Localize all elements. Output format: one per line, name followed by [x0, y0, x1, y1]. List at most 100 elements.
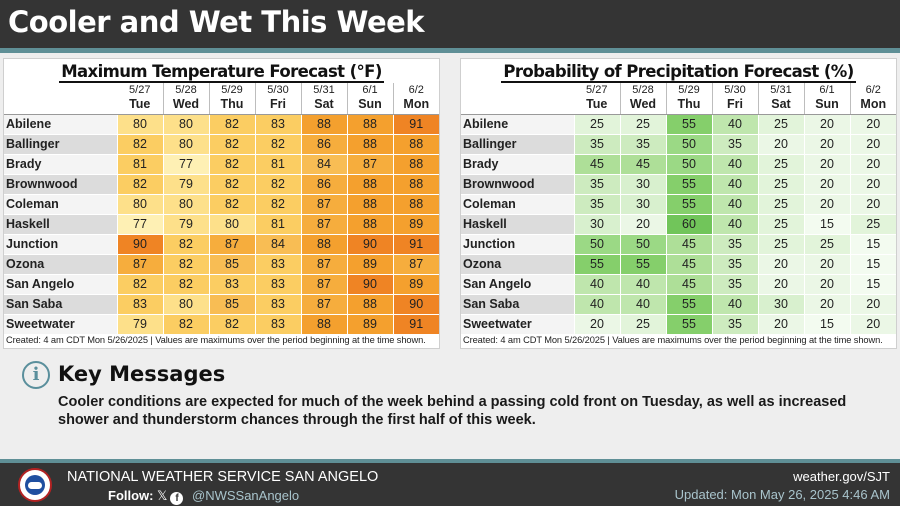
value-cell: 60: [665, 214, 712, 235]
value-cell: 55: [665, 314, 712, 335]
value-cell: 83: [254, 314, 301, 335]
value-cell: 20: [849, 114, 896, 135]
value-cell: 55: [665, 114, 712, 135]
value-cell: 35: [711, 314, 758, 335]
value-cell: 15: [849, 274, 896, 295]
value-cell: 50: [619, 234, 666, 255]
value-cell: 20: [757, 134, 804, 155]
location-name: Haskell: [461, 214, 574, 235]
value-cell: 88: [300, 314, 347, 335]
value-cell: 20: [803, 114, 850, 135]
table-row: Brownwood 82 79 82 82 86 88 88: [4, 174, 439, 195]
value-cell: 88: [346, 194, 393, 215]
value-cell: 88: [346, 294, 393, 315]
x-icon[interactable]: 𝕏: [157, 488, 168, 503]
day-header: Fri: [711, 97, 758, 115]
value-cell: 20: [849, 194, 896, 215]
date-header: 6/1: [803, 83, 850, 97]
location-name: Ballinger: [461, 134, 574, 155]
date-header: 5/28: [619, 83, 666, 97]
value-cell: 35: [573, 194, 620, 215]
value-cell: 88: [346, 134, 393, 155]
value-cell: 79: [116, 314, 163, 335]
location-name: Brady: [461, 154, 574, 175]
day-header: Sun: [803, 97, 850, 115]
value-cell: 30: [573, 214, 620, 235]
location-name: Junction: [4, 234, 117, 255]
value-cell: 80: [208, 214, 255, 235]
date-header: 6/2: [392, 83, 439, 97]
value-cell: 83: [254, 274, 301, 295]
value-cell: 20: [803, 294, 850, 315]
value-cell: 80: [162, 294, 209, 315]
header-accent-stripe: [0, 48, 900, 53]
value-cell: 82: [162, 234, 209, 255]
day-header: Sat: [757, 97, 804, 115]
date-header: 5/31: [757, 83, 804, 97]
table-row: Brady 81 77 82 81 84 87 88: [4, 154, 439, 175]
temperature-table-title: Maximum Temperature Forecast (°F): [59, 62, 384, 83]
value-cell: 87: [300, 254, 347, 275]
table-row: Haskell 77 79 80 81 87 88 89: [4, 214, 439, 235]
temperature-table: 5/27 5/28 5/29 5/30 5/31 6/1 6/2 Tue Wed Thu Fri Sa…: [4, 83, 439, 335]
value-cell: 20: [803, 254, 850, 275]
day-header: Wed: [162, 97, 209, 115]
value-cell: 77: [162, 154, 209, 175]
value-cell: 25: [757, 214, 804, 235]
value-cell: 35: [711, 254, 758, 275]
website-link[interactable]: weather.gov/SJT: [793, 469, 890, 484]
table-row: Ozona 55 55 45 35 20 20 15: [461, 254, 896, 275]
social-handle[interactable]: @NWSSanAngelo: [192, 488, 300, 503]
header-spacer: [461, 83, 574, 97]
value-cell: 55: [665, 174, 712, 195]
location-name: Brady: [4, 154, 117, 175]
value-cell: 86: [300, 174, 347, 195]
table-row: San Saba 83 80 85 83 87 88 90: [4, 294, 439, 315]
location-name: San Angelo: [4, 274, 117, 295]
location-name: Ozona: [461, 254, 574, 275]
value-cell: 88: [346, 114, 393, 135]
day-header: Thu: [208, 97, 255, 115]
value-cell: 82: [254, 194, 301, 215]
value-cell: 86: [300, 134, 347, 155]
value-cell: 90: [346, 274, 393, 295]
table-row: Ozona 87 82 85 83 87 89 87: [4, 254, 439, 275]
value-cell: 20: [849, 134, 896, 155]
value-cell: 89: [346, 314, 393, 335]
location-name: Coleman: [461, 194, 574, 215]
location-name: Sweetwater: [461, 314, 574, 335]
value-cell: 89: [346, 254, 393, 275]
table-row: San Angelo 82 82 83 83 87 90 89: [4, 274, 439, 295]
value-cell: 88: [300, 234, 347, 255]
value-cell: 15: [849, 234, 896, 255]
value-cell: 91: [392, 314, 439, 335]
day-header: Mon: [849, 97, 896, 115]
day-header: Tue: [574, 97, 620, 115]
temperature-footnote: Created: 4 am CDT Mon 5/26/2025 | Values…: [6, 335, 426, 345]
header-spacer: [4, 83, 117, 97]
table-row: Abilene 80 80 82 83 88 88 91: [4, 114, 439, 135]
value-cell: 87: [300, 194, 347, 215]
value-cell: 84: [300, 154, 347, 175]
header-spacer: [461, 97, 574, 115]
table-row: Junction 50 50 45 35 25 25 15: [461, 234, 896, 255]
value-cell: 79: [162, 214, 209, 235]
facebook-icon[interactable]: f: [170, 492, 184, 505]
day-header: Thu: [665, 97, 712, 115]
date-header: 5/29: [208, 83, 255, 97]
location-name: Haskell: [4, 214, 117, 235]
value-cell: 82: [208, 194, 255, 215]
value-cell: 20: [757, 274, 804, 295]
location-name: Sweetwater: [4, 314, 117, 335]
value-cell: 82: [208, 154, 255, 175]
table-row: San Saba 40 40 55 40 30 20 20: [461, 294, 896, 315]
value-cell: 45: [619, 154, 666, 175]
value-cell: 88: [300, 114, 347, 135]
value-cell: 25: [573, 114, 620, 135]
header-spacer: [4, 97, 117, 115]
value-cell: 40: [573, 274, 620, 295]
table-row: Junction 90 82 87 84 88 90 91: [4, 234, 439, 255]
precipitation-forecast-panel: Probability of Precipitation Forecast (%…: [460, 58, 897, 349]
location-name: San Saba: [4, 294, 117, 315]
